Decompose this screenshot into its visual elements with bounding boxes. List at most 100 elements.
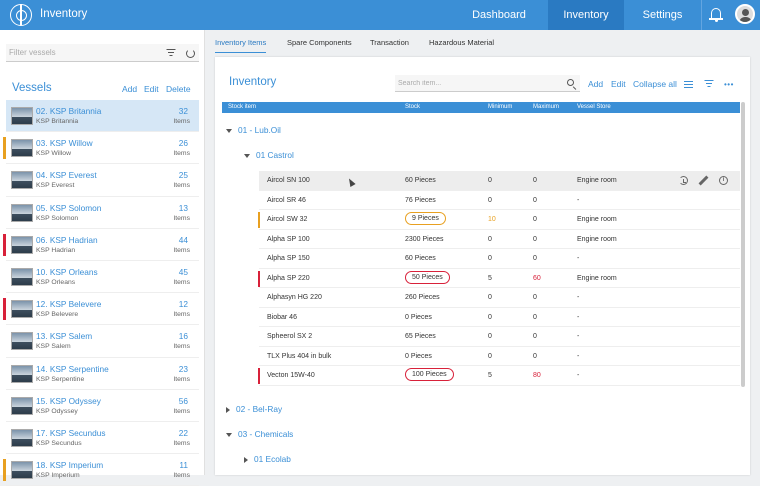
search-input[interactable] (395, 75, 555, 91)
group-castrol[interactable]: 01 Castrol (244, 150, 294, 160)
table-row[interactable]: Aircol SN 100 60 Pieces 0 0 Engine room i (259, 171, 740, 191)
filter-icon[interactable] (166, 48, 175, 57)
stock-item-name: Spheerol SX 2 (267, 333, 313, 340)
vessel-item[interactable]: 04. KSP Everest KSP Everest 25 Items (6, 164, 199, 197)
delete-vessel-button[interactable]: Delete (166, 84, 191, 94)
stock-item-name: TLX Plus 404 in bulk (267, 352, 332, 360)
filter-vessels-input[interactable] (6, 44, 156, 61)
vessel-item-unit: Items (173, 278, 190, 286)
maximum-value: 0 (533, 196, 537, 204)
vessel-subtitle: KSP Imperium (36, 472, 80, 480)
table-row[interactable]: Alpha SP 100 2300 Pieces 0 0 Engine room (259, 230, 740, 249)
vessel-item[interactable]: 18. KSP Imperium KSP Imperium 11 Items (3, 454, 199, 486)
refresh-icon[interactable] (186, 49, 195, 58)
column-minimum[interactable]: Minimum (488, 104, 513, 110)
status-flag (3, 137, 6, 160)
table-row[interactable]: Aircol SW 32 9 Pieces 10 0 Engine room (258, 210, 740, 230)
vessel-item[interactable]: 10. KSP Orleans KSP Orleans 45 Items (6, 261, 199, 294)
vessel-item[interactable]: 02. KSP Britannia KSP Britannia 32 Items (6, 100, 199, 133)
minimum-value: 10 (488, 216, 496, 223)
vessel-subtitle: KSP Odyssey (36, 407, 78, 415)
vessel-item[interactable]: 06. KSP Hadrian KSP Hadrian 44 Items (3, 229, 199, 261)
sort-icon[interactable] (704, 80, 713, 88)
add-vessel-button[interactable]: Add (122, 84, 138, 94)
vessel-subtitle: KSP Salem (36, 343, 71, 351)
column-maximum[interactable]: Maximum (533, 104, 560, 110)
column-stock-item[interactable]: Stock item (228, 104, 257, 110)
caret-down-icon (226, 432, 232, 437)
vessel-item-count: 26 (178, 138, 188, 149)
more-options-icon[interactable]: ••• (724, 80, 734, 89)
table-row[interactable]: Biobar 46 0 Pieces 0 0 - (259, 308, 740, 327)
notifications-button[interactable] (701, 0, 729, 30)
tab-hazardous-material[interactable]: Hazardous Material (429, 38, 495, 47)
vessel-item[interactable]: 13. KSP Salem KSP Salem 16 Items (6, 325, 199, 358)
vessel-subtitle: KSP Willow (36, 150, 71, 158)
vessel-thumbnail (11, 107, 33, 125)
vessel-item[interactable]: 15. KSP Odyssey KSP Odyssey 56 Items (6, 390, 199, 422)
vessel-name: 12. KSP Belevere (36, 299, 102, 310)
edit-icon[interactable] (699, 176, 708, 185)
history-icon[interactable] (679, 176, 688, 185)
group-chemicals[interactable]: 03 - Chemicals (226, 429, 293, 439)
status-flag (258, 270, 260, 287)
vessel-store-value: Engine room (577, 177, 617, 184)
tab-inventory-items[interactable]: Inventory Items (215, 38, 267, 53)
stock-value: 9 Pieces (405, 212, 446, 225)
minimum-value: 0 (488, 235, 492, 243)
tab-bar: Inventory Items Spare Components Transac… (215, 30, 760, 55)
table-row[interactable]: Spheerol SX 2 65 Pieces 0 0 - (259, 327, 740, 347)
bell-icon (711, 8, 721, 18)
top-bar: Inventory Dashboard Inventory Settings (0, 0, 760, 30)
table-row[interactable]: Aircol SR 46 76 Pieces 0 0 - (259, 191, 740, 210)
table-row[interactable]: Alpha SP 220 50 Pieces 5 60 Engine room (258, 269, 740, 288)
maximum-value: 0 (533, 313, 537, 321)
vessel-subtitle: KSP Orleans (36, 278, 76, 286)
tab-transaction[interactable]: Transaction (370, 38, 409, 47)
minimum-value: 0 (488, 313, 492, 321)
edit-vessel-button[interactable]: Edit (144, 84, 159, 94)
vessel-item-count: 32 (178, 106, 188, 116)
stock-item-name: Biobar 46 (267, 313, 297, 321)
vessel-thumbnail (11, 461, 33, 480)
inventory-title: Inventory (229, 76, 277, 88)
table-row[interactable]: Alphasyn HG 220 260 Pieces 0 0 - (259, 288, 740, 308)
vessel-name: 02. KSP Britannia (36, 106, 102, 116)
add-item-button[interactable]: Add (588, 79, 604, 89)
search-icon[interactable] (567, 79, 574, 86)
vessel-item-unit: Items (173, 472, 190, 480)
vessel-item[interactable]: 17. KSP Secundus KSP Secundus 22 Items (6, 422, 199, 455)
search-field (395, 75, 580, 92)
nav-settings[interactable]: Settings (642, 9, 683, 21)
edit-item-button[interactable]: Edit (611, 79, 626, 89)
vessel-item[interactable]: 03. KSP Willow KSP Willow 26 Items (3, 132, 199, 165)
vessel-item-count: 56 (178, 395, 188, 406)
minimum-value: 0 (488, 255, 492, 262)
nav-dashboard[interactable]: Dashboard (472, 9, 526, 21)
table-row[interactable]: Vecton 15W-40 100 Pieces 5 80 - (258, 366, 740, 386)
collapse-all-button[interactable]: Collapse all (633, 79, 677, 89)
vessel-name: 15. KSP Odyssey (36, 395, 101, 406)
status-flag (3, 298, 6, 321)
table-row[interactable]: TLX Plus 404 in bulk 0 Pieces 0 0 - (259, 347, 740, 366)
group-bel-ray[interactable]: 02 - Bel-Ray (226, 404, 282, 414)
stock-item-name: Alpha SP 100 (267, 235, 310, 243)
stock-value: 260 Pieces (405, 294, 440, 301)
vessel-item[interactable]: 05. KSP Solomon KSP Solomon 13 Items (6, 197, 199, 229)
stock-item-name: Alpha SP 150 (267, 255, 310, 262)
column-stock[interactable]: Stock (405, 104, 421, 110)
list-view-icon[interactable] (684, 81, 693, 88)
table-scrollbar[interactable] (741, 102, 745, 387)
vessel-store-value: Engine room (577, 235, 617, 243)
table-row[interactable]: Alpha SP 150 60 Pieces 0 0 - (259, 249, 740, 269)
avatar[interactable] (735, 4, 755, 24)
info-icon[interactable]: i (719, 176, 728, 185)
vessel-item[interactable]: 14. KSP Serpentine KSP Serpentine 23 Items (6, 358, 199, 390)
column-vessel-store[interactable]: Vessel Store (577, 104, 611, 110)
nav-inventory[interactable]: Inventory (548, 0, 624, 30)
tab-spare-components[interactable]: Spare Components (287, 38, 352, 47)
group-ecolab[interactable]: 01 Ecolab (244, 454, 291, 464)
group-lub-oil[interactable]: 01 - Lub.Oil (226, 125, 281, 135)
vessel-item[interactable]: 12. KSP Belevere KSP Belevere 12 Items (3, 293, 199, 326)
vessel-name: 05. KSP Solomon (36, 202, 102, 213)
